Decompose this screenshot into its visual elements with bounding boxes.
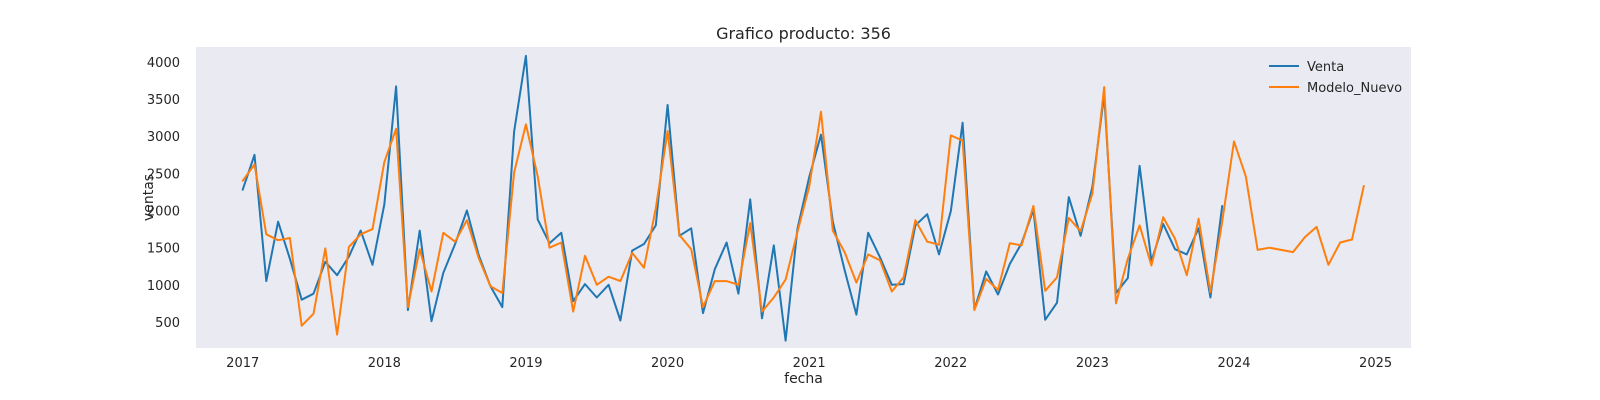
y-tick-label: 1500 — [147, 242, 180, 257]
x-tick-label: 2019 — [509, 356, 542, 371]
legend-label: Venta — [1307, 60, 1344, 75]
y-axis-label: ventas — [141, 174, 157, 221]
x-tick-label: 2022 — [934, 356, 967, 371]
series-layer — [241, 54, 1365, 342]
y-axis-ticks: 500 1000 1500 2000 2500 3000 3500 4000 — [147, 56, 180, 331]
y-tick-label: 2500 — [147, 167, 180, 182]
x-tick-label: 2025 — [1359, 356, 1392, 371]
x-axis-ticks: 2017 2018 2019 2020 2021 2022 2023 2024 2025 — [226, 356, 1392, 371]
y-tick-label: 1000 — [147, 279, 180, 294]
legend-label: Modelo_Nuevo — [1307, 81, 1402, 96]
y-tick-label: 3000 — [147, 130, 180, 145]
legend: Venta Modelo_Nuevo — [1269, 60, 1402, 96]
y-tick-label: 4000 — [147, 56, 180, 71]
series-line-modelo-nuevo — [241, 86, 1365, 336]
x-tick-label: 2017 — [226, 356, 259, 371]
x-tick-label: 2024 — [1217, 356, 1250, 371]
x-tick-label: 2021 — [793, 356, 826, 371]
y-tick-label: 500 — [155, 316, 180, 331]
y-tick-label: 3500 — [147, 93, 180, 108]
chart-title: Grafico producto: 356 — [716, 24, 891, 43]
x-tick-label: 2023 — [1076, 356, 1109, 371]
x-tick-label: 2018 — [368, 356, 401, 371]
y-tick-label: 2000 — [147, 205, 180, 220]
x-axis-label: fecha — [784, 371, 823, 387]
x-tick-label: 2020 — [651, 356, 684, 371]
plot-background — [196, 47, 1411, 348]
